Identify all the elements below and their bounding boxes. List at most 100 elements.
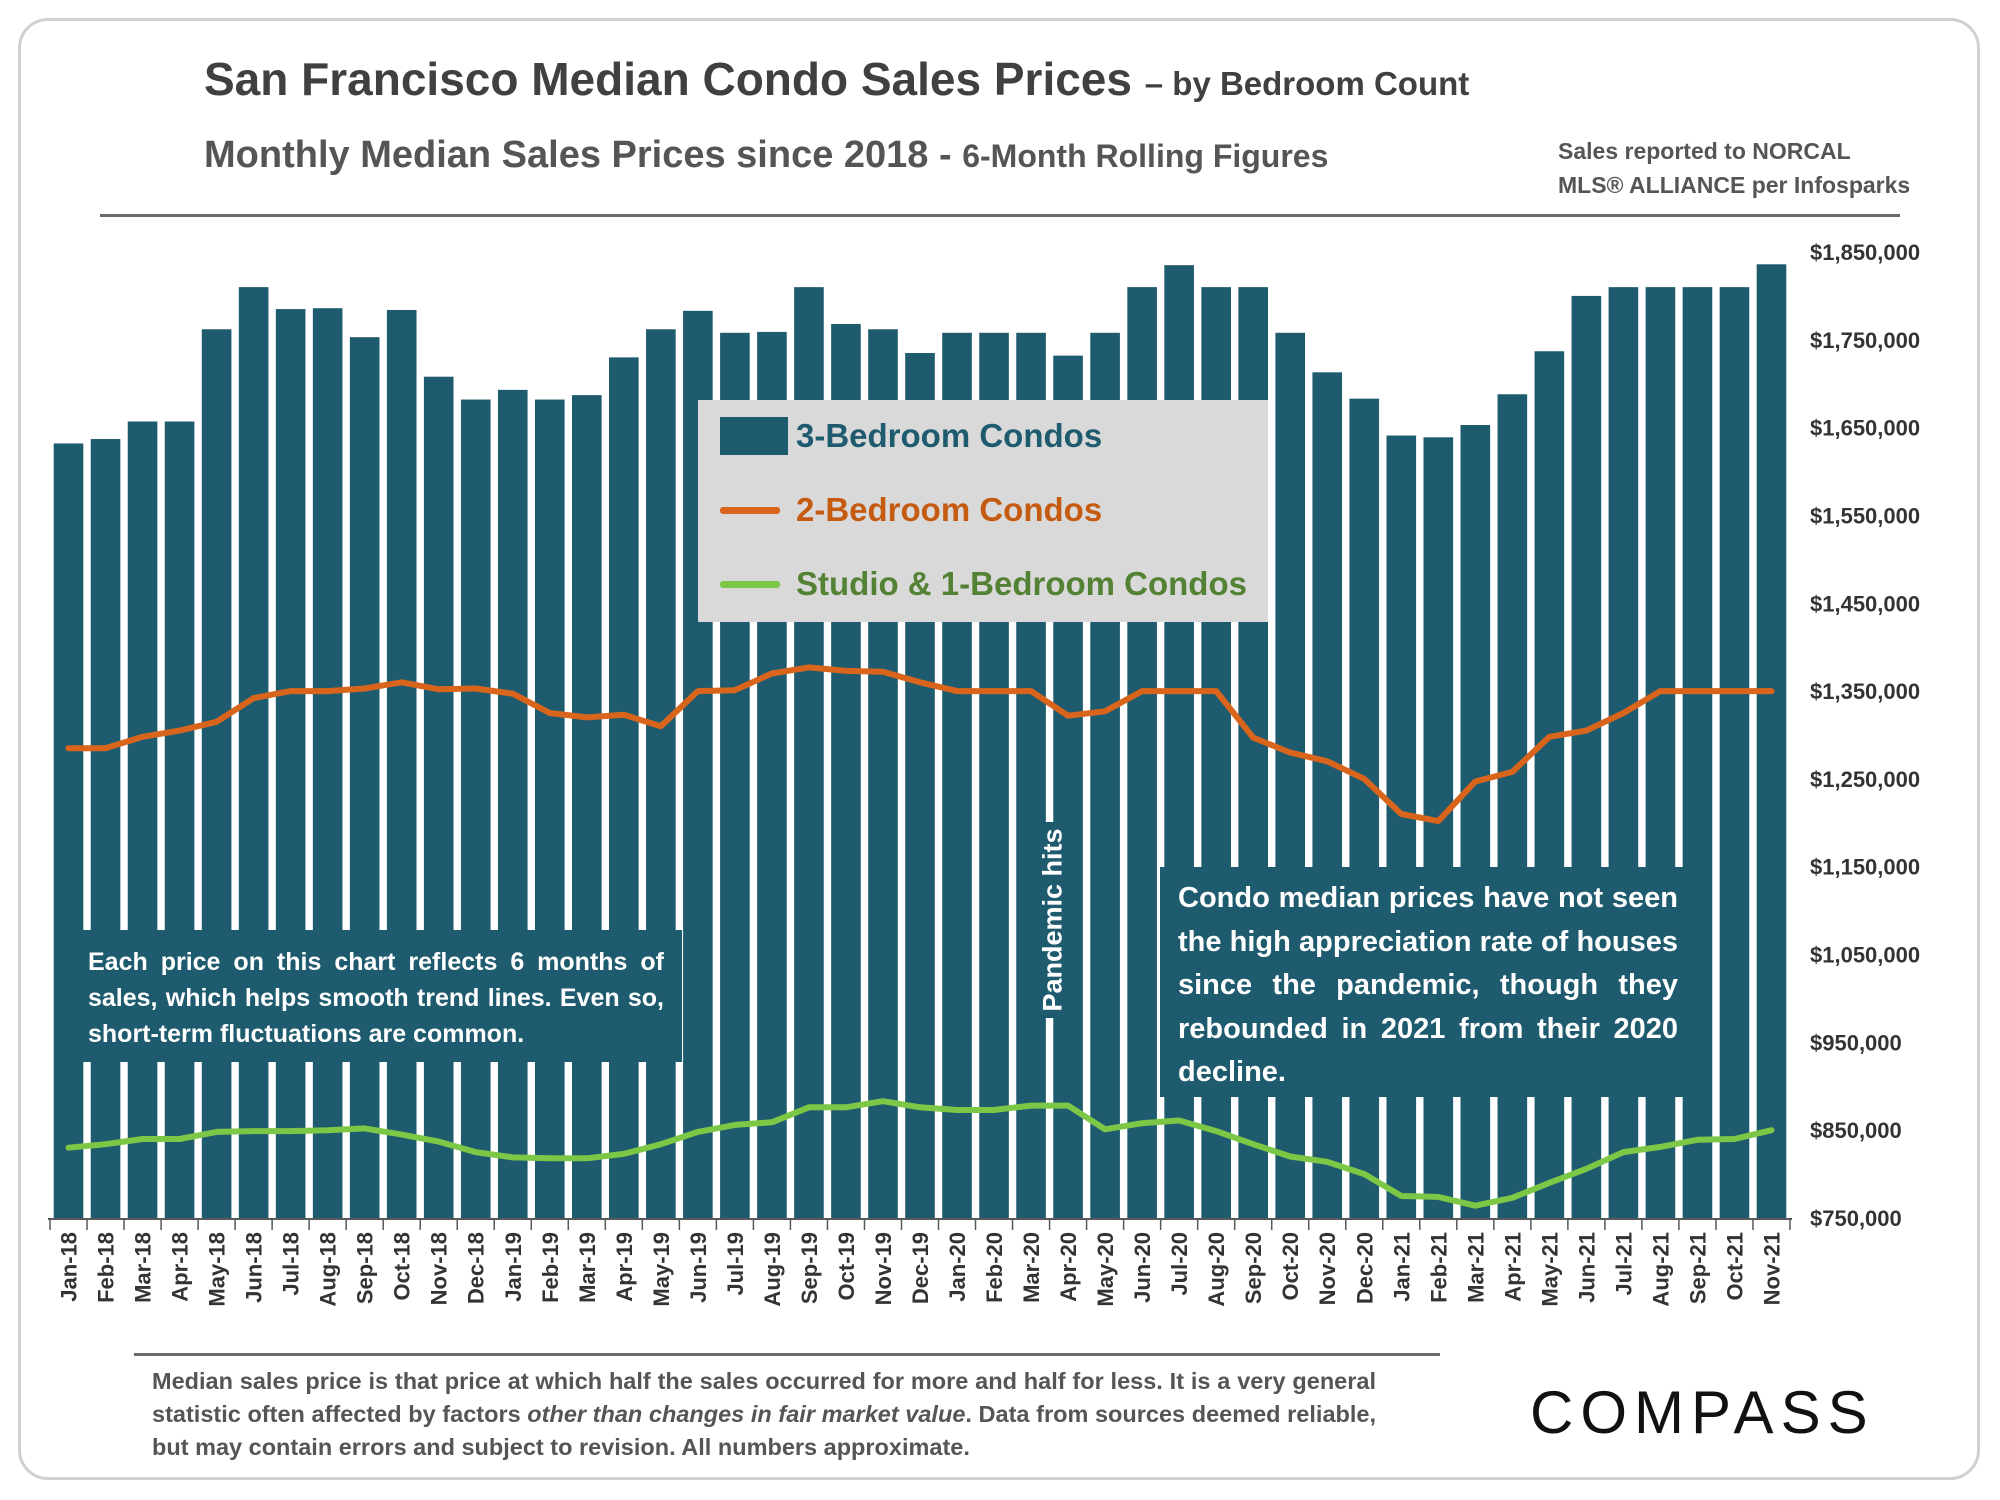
bar-3-bedroom [127, 421, 158, 1218]
bar-3-bedroom [460, 399, 491, 1218]
bar-3-bedroom [349, 337, 380, 1219]
title-suffix: – by Bedroom Count [1144, 65, 1470, 102]
y-tick-label: $750,000 [1810, 1206, 1902, 1231]
bar-3-bedroom [164, 421, 195, 1218]
footer-divider [134, 1353, 1440, 1356]
bar-3-bedroom [497, 389, 528, 1219]
left-note-text: Each price on this chart reflects 6 mont… [88, 948, 664, 1048]
x-tick-label: Sep-19 [797, 1232, 822, 1304]
x-tick-label: Jul-19 [723, 1232, 748, 1296]
source-note: Sales reported to NORCAL MLS® ALLIANCE p… [1558, 134, 1910, 202]
x-tick-label: Sep-18 [353, 1232, 378, 1304]
x-tick-label: Sep-21 [1685, 1232, 1710, 1304]
x-tick-label: Oct-18 [390, 1232, 415, 1300]
y-tick-label: $1,750,000 [1810, 328, 1920, 353]
x-tick-label: Mar-19 [575, 1232, 600, 1303]
x-tick-label: Nov-18 [427, 1232, 452, 1305]
line-2-bedroom [65, 664, 1775, 825]
bar-3-bedroom [1460, 425, 1491, 1218]
x-tick-label: Jan-21 [1389, 1232, 1414, 1302]
bar-3-bedroom [534, 399, 565, 1218]
bar-3-bedroom [1756, 264, 1787, 1218]
x-tick-label: Oct-20 [1278, 1232, 1303, 1300]
y-tick-label: $850,000 [1810, 1118, 1902, 1143]
subtitle-main: Monthly Median Sales Prices since 2018 - [204, 134, 963, 176]
footnote: Median sales price is that price at whic… [152, 1365, 1376, 1464]
bar-3-bedroom [53, 443, 84, 1219]
x-tick-label: Jul-18 [279, 1232, 304, 1296]
x-tick-label: Aug-20 [1204, 1232, 1229, 1307]
x-tick-label: May-18 [205, 1232, 230, 1307]
line-studio-1-bedroom [65, 1098, 1775, 1209]
compass-logo: COMPASS [1530, 1379, 1875, 1446]
x-tick-label: Aug-19 [760, 1232, 785, 1307]
legend-label-3-bedroom: 3-Bedroom Condos [796, 417, 1103, 454]
bar-3-bedroom [572, 395, 602, 1218]
footnote-part-2: . Data from sources deemed reliable, but… [152, 1401, 1376, 1460]
x-tick-label: Jun-20 [1130, 1232, 1155, 1303]
x-tick-label: Jan-18 [57, 1232, 82, 1302]
right-note-text: Condo median prices have not seen the hi… [1178, 882, 1678, 1088]
bar-3-bedroom [646, 329, 676, 1218]
pandemic-label-box: Pandemic hits [1033, 822, 1073, 1018]
bar-3-bedroom [275, 309, 306, 1219]
legend-swatch-orange-line [720, 506, 780, 514]
y-tick-label: $1,450,000 [1810, 591, 1920, 616]
x-axis: Jan-18 Feb-18 Mar-18 Apr-18 May-18 Jun-18 Jul-… [48, 1218, 1792, 1307]
x-tick-label: May-21 [1537, 1232, 1562, 1307]
chart-title: San Francisco Median Condo Sales Prices … [204, 52, 1469, 106]
x-tick-label: Dec-18 [464, 1232, 489, 1304]
y-tick-label: $1,850,000 [1810, 240, 1920, 265]
x-tick-label: May-20 [1093, 1232, 1118, 1307]
source-line-2: MLS® ALLIANCE per Infosparks [1558, 172, 1911, 198]
bar-3-bedroom [423, 376, 454, 1219]
x-tick-label: Jan-19 [501, 1232, 526, 1302]
legend-label-studio-1-bedroom: Studio & 1-Bedroom Condos [796, 565, 1247, 602]
line-series-group [65, 664, 1775, 1209]
x-tick-label: Jun-18 [242, 1232, 267, 1303]
annotation-right-note: Condo median prices have not seen the hi… [1160, 867, 1696, 1097]
y-tick-label: $1,150,000 [1810, 855, 1920, 880]
y-tick-label: $950,000 [1810, 1030, 1902, 1055]
legend-item-3-bedroom: 3-Bedroom Condos [720, 417, 1102, 455]
x-tick-label: Mar-20 [1019, 1232, 1044, 1303]
legend-label-2-bedroom: 2-Bedroom Condos [796, 491, 1103, 528]
x-tick-label: Sep-20 [1241, 1232, 1266, 1304]
bar-3-bedroom [386, 309, 417, 1219]
legend-item-studio-1-bedroom: Studio & 1-Bedroom Condos [720, 565, 1247, 603]
x-tick-label: Jan-20 [945, 1232, 970, 1302]
x-tick-label: Mar-18 [131, 1232, 156, 1303]
x-tick-label: Dec-19 [908, 1232, 933, 1304]
x-tick-label: May-19 [649, 1232, 674, 1307]
x-tick-label: Oct-21 [1723, 1232, 1748, 1300]
x-tick-label: Feb-21 [1426, 1232, 1451, 1303]
x-tick-label: Apr-21 [1500, 1232, 1525, 1302]
bar-3-bedroom [238, 287, 269, 1218]
legend-item-2-bedroom: 2-Bedroom Condos [720, 491, 1102, 529]
title-main: San Francisco Median Condo Sales Prices [204, 53, 1132, 105]
bar-3-bedroom [1719, 287, 1750, 1218]
source-line-1: Sales reported to NORCAL [1558, 138, 1851, 164]
footnote-italic: other than changes in fair market value [527, 1401, 966, 1427]
y-tick-label: $1,050,000 [1810, 943, 1920, 968]
x-tick-label: Jul-20 [1167, 1232, 1192, 1296]
x-tick-label: Nov-21 [1760, 1232, 1785, 1305]
y-axis: $750,000 $850,000 $950,000 $1,050,000 $1,150… [1810, 240, 1920, 1231]
footnote-part-1: Median sales price is that price at whic… [152, 1368, 1376, 1427]
x-tick-label: Apr-20 [1056, 1232, 1081, 1302]
y-tick-label: $1,350,000 [1810, 679, 1920, 704]
pandemic-label: Pandemic hits [1037, 828, 1068, 1012]
x-tick-label: Aug-21 [1648, 1232, 1673, 1307]
y-tick-label: $1,550,000 [1810, 503, 1920, 528]
bar-3-bedroom [609, 357, 639, 1218]
x-tick-label: Nov-20 [1315, 1232, 1340, 1305]
x-tick-label: Jun-19 [686, 1232, 711, 1303]
subtitle-suffix: 6-Month Rolling Figures [962, 138, 1329, 174]
x-tick-label: Nov-19 [871, 1232, 896, 1305]
y-tick-label: $1,650,000 [1810, 416, 1920, 441]
bar-3-bedroom [90, 439, 121, 1218]
annotation-left-note: Each price on this chart reflects 6 mont… [70, 930, 682, 1062]
legend: 3-Bedroom Condos 2-Bedroom Condos Studio… [698, 400, 1268, 622]
bar-3-bedroom [201, 329, 232, 1218]
